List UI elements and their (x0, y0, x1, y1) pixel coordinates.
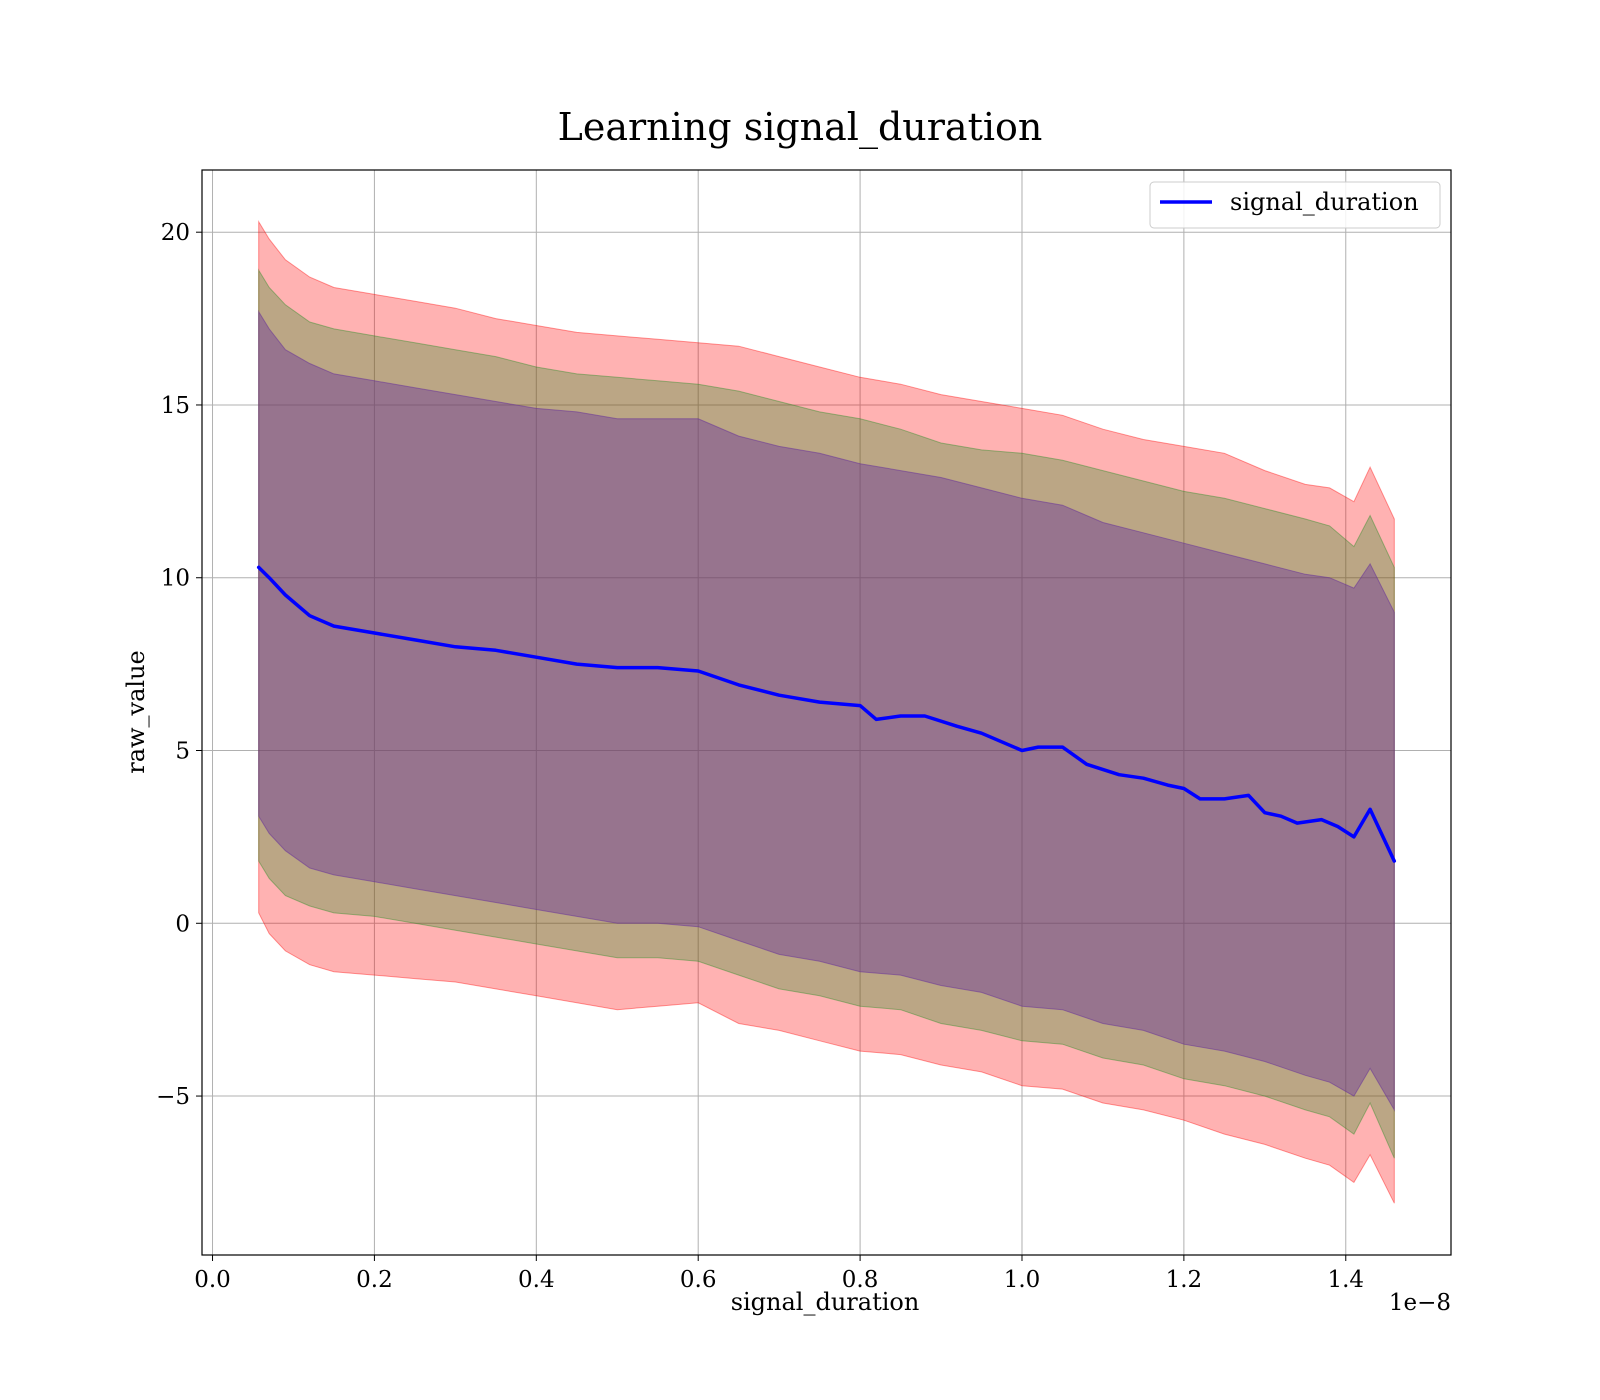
x-tick-label: 0.8 (842, 1267, 879, 1293)
y-axis-label: raw_value (122, 650, 150, 774)
y-tick-label: 5 (175, 739, 190, 765)
y-tick-label: 10 (161, 566, 190, 592)
chart-title: Learning signal_duration (558, 105, 1043, 150)
x-tick-label: 0.0 (194, 1267, 231, 1293)
legend-entry-label: signal_duration (1230, 188, 1419, 216)
y-tick-label: 15 (161, 393, 190, 419)
x-tick-label: 0.6 (680, 1267, 717, 1293)
confidence-band-2 (258, 268, 1395, 1159)
y-tick-label: −5 (156, 1084, 190, 1110)
series-line-1 (256, 565, 1397, 863)
x-tick-label: 1.4 (1327, 1267, 1364, 1293)
grid (202, 170, 1451, 1255)
confidence-bands (258, 220, 1395, 1204)
x-tick-label: 1.0 (1004, 1267, 1041, 1293)
y-tick-label: 20 (161, 220, 190, 246)
x-axis-ticks: 0.0 0.2 0.4 0.6 0.8 1.0 1.2 1.4 (194, 1255, 1364, 1293)
x-tick-label: 0.4 (518, 1267, 555, 1293)
series-lines (256, 565, 1397, 863)
confidence-band-1 (258, 220, 1395, 1204)
x-axis-offset-label: 1e−8 (1389, 1290, 1451, 1316)
y-axis-ticks: −5 0 5 10 15 20 (156, 220, 202, 1110)
y-tick-label: 0 (175, 911, 190, 937)
x-axis-label: signal_duration (731, 1288, 920, 1316)
x-tick-label: 1.2 (1166, 1267, 1203, 1293)
legend-box (1149, 181, 1441, 229)
plot-frame (201, 169, 1452, 1256)
x-tick-label: 0.2 (356, 1267, 393, 1293)
confidence-band-3 (258, 309, 1395, 1112)
legend: signal_duration (1149, 181, 1441, 229)
